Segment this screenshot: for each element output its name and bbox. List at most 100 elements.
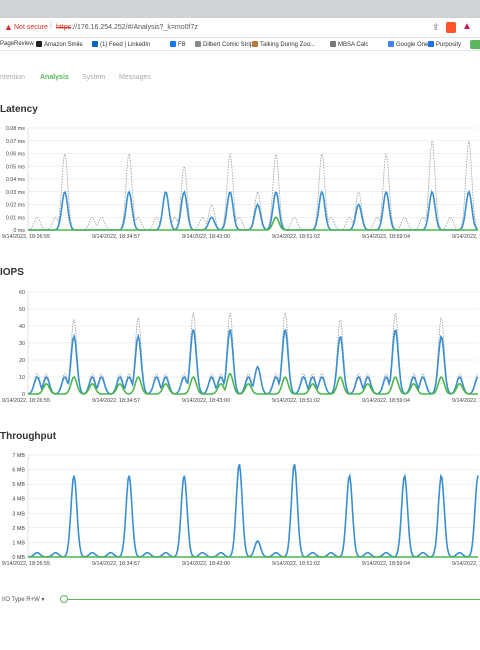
bookmark-folder-icon[interactable] [470, 40, 480, 49]
share-icon[interactable]: ⇪ [432, 22, 440, 32]
x-tick-label: 9/14/2022, 19: [452, 561, 480, 567]
tab-analysis[interactable]: Analysis [40, 74, 69, 81]
y-tick-label: 0.01 ms [6, 215, 25, 221]
bookmark-favicon-icon [36, 41, 42, 47]
y-tick-label: 20 [19, 358, 25, 364]
series-line-0 [27, 312, 479, 395]
bookmark-6[interactable]: MBSA Calc [330, 41, 368, 48]
bookmark-8[interactable]: Purposity [428, 41, 461, 48]
bookmark-4[interactable]: Dilbert Comic Strip... [195, 41, 258, 48]
bookmark-label: Dilbert Comic Strip... [203, 42, 259, 48]
x-tick-label: 9/14/2022, 18:43:00 [182, 561, 230, 567]
x-tick-label: 9/14/2022, 18:34:57 [92, 234, 140, 240]
bookmark-5[interactable]: Talking During Zoo... [252, 41, 315, 48]
x-tick-label: 9/14/2022, 18:26:55 [2, 234, 50, 240]
y-tick-label: 40 [19, 324, 25, 330]
x-tick-label: 9/14/2022, 18:26:55 [2, 561, 50, 567]
url-scheme: https [56, 24, 72, 31]
throughput-chart: 0 MB 1 MB 2 MB 3 MB 4 MB 5 MB 6 MB 7 MB 9/14/202… [2, 453, 480, 567]
y-tick-label: 0.06 ms [6, 152, 25, 158]
bookmark-favicon-icon [252, 41, 258, 47]
tab-messages[interactable]: Messages [119, 74, 151, 81]
x-tick-label: 9/14/2022, 18:26:55 [2, 398, 50, 404]
y-tick-label: 0.07 ms [6, 139, 25, 145]
url-rest: ://176.16.254.252/#/Analysis?_k=mo0f7z [71, 24, 198, 31]
bookmark-label: Google One [396, 42, 429, 48]
address-separator: | [50, 22, 52, 29]
bookmark-label: Amazon Smile [44, 42, 83, 48]
series-line-1 [27, 328, 479, 395]
y-tick-label: 0.04 ms [6, 177, 25, 183]
latency-chart: 0 ms 0.01 ms 0.02 ms 0.03 ms 0.04 ms 0.05 ms 0… [2, 126, 480, 240]
bookmark-7[interactable]: Google One [388, 41, 428, 48]
bookmark-favicon-icon [330, 41, 336, 47]
x-tick-label: 9/14/2022, 18:51:02 [272, 234, 320, 240]
y-tick-label: 0.05 ms [6, 164, 25, 170]
bookmark-label: PageReview [0, 41, 34, 47]
y-tick-label: 4 MB [12, 497, 25, 503]
y-tick-label: 3 MB [12, 511, 25, 517]
series-line-0 [27, 463, 479, 558]
warning-icon: ▲ [4, 22, 13, 32]
series-line-2 [28, 216, 478, 231]
bookmark-label: (1) Feed | LinkedIn [100, 42, 151, 48]
y-tick-label: 50 [19, 307, 25, 313]
x-tick-label: 9/14/2022, 18:43:00 [182, 234, 230, 240]
browser-top-strip [0, 0, 480, 18]
tab-bar: ntention Analysis System Messages [0, 74, 480, 86]
bookmark-favicon-icon [428, 41, 434, 47]
x-tick-label: 9/14/2022, 19: [452, 398, 480, 404]
y-tick-label: 7 MB [12, 453, 25, 459]
x-tick-label: 9/14/2022, 18:43:00 [182, 398, 230, 404]
chevron-down-icon: ▾ [41, 597, 45, 603]
x-tick-label: 9/14/2022, 19: [452, 234, 480, 240]
bookmark-favicon-icon [195, 41, 201, 47]
series-line-2 [28, 372, 478, 395]
x-tick-label: 9/14/2022, 18:34:57 [92, 398, 140, 404]
y-tick-label: 0.08 ms [6, 126, 25, 132]
time-range-track[interactable] [64, 599, 480, 600]
not-secure-label[interactable]: Not secure [14, 24, 48, 31]
url-text[interactable]: https://176.16.254.252/#/Analysis?_k=mo0… [56, 24, 198, 31]
io-type-filter[interactable]: I/O Type R+W ▾ [0, 592, 480, 606]
iops-chart: 0 10 20 30 40 50 60 9/14/2022, 18:26:55 9/14/202… [2, 290, 480, 404]
io-type-label[interactable]: I/O Type R+W ▾ [2, 597, 45, 603]
bookmark-label: MBSA Calc [338, 42, 369, 48]
y-tick-label: 60 [19, 290, 25, 296]
y-tick-label: 0.03 ms [6, 190, 25, 196]
series-line-1 [28, 189, 479, 231]
x-tick-label: 9/14/2022, 18:59:04 [362, 234, 410, 240]
series-line-0 [27, 140, 479, 231]
y-tick-label: 0.02 ms [6, 203, 25, 209]
bookmark-label: Talking During Zoo... [260, 42, 316, 48]
bookmark-1[interactable]: Amazon Smile [36, 41, 83, 48]
address-bar[interactable]: ▲ Not secure | https://176.16.254.252/#/… [0, 18, 480, 38]
y-tick-label: 30 [19, 341, 25, 347]
x-tick-label: 9/14/2022, 18:59:04 [362, 561, 410, 567]
latency-title: Latency [0, 104, 38, 115]
y-tick-label: 10 [19, 375, 25, 381]
bookmark-0[interactable]: PageReview [0, 41, 34, 47]
brave-shield-icon[interactable] [446, 22, 456, 33]
bookmarks-bar: PageReview Amazon Smile (1) Feed | LinkedI… [0, 38, 480, 51]
y-tick-label: 0 MB [12, 555, 25, 561]
x-tick-label: 9/14/2022, 18:34:57 [92, 561, 140, 567]
time-range-handle[interactable] [60, 595, 68, 603]
bookmark-2[interactable]: (1) Feed | LinkedIn [92, 41, 150, 48]
x-tick-label: 9/14/2022, 18:59:04 [362, 398, 410, 404]
y-tick-label: 0 [22, 392, 25, 398]
y-tick-label: 6 MB [12, 468, 25, 474]
extension-triangle-icon[interactable]: ▲ [462, 21, 472, 32]
y-tick-label: 0 ms [13, 228, 25, 234]
tab-ntention[interactable]: ntention [0, 74, 25, 81]
throughput-title: Throughput [0, 431, 57, 442]
x-tick-label: 9/14/2022, 18:51:02 [272, 561, 320, 567]
tab-system[interactable]: System [82, 74, 106, 81]
bookmark-label: FB [178, 42, 186, 48]
y-tick-label: 5 MB [12, 482, 25, 488]
iops-title: IOPS [0, 267, 24, 278]
bookmark-favicon-icon [388, 41, 394, 47]
y-tick-label: 2 MB [12, 526, 25, 532]
x-tick-label: 9/14/2022, 18:51:02 [272, 398, 320, 404]
bookmark-3[interactable]: FB [170, 41, 186, 48]
